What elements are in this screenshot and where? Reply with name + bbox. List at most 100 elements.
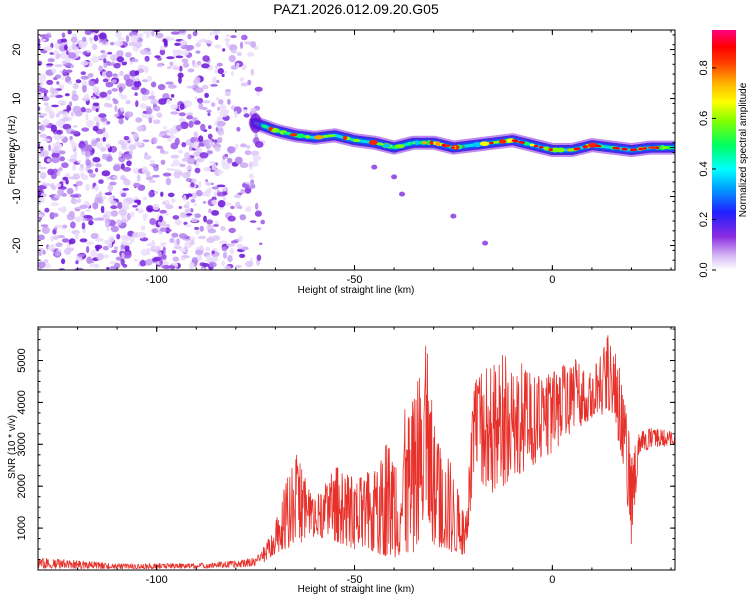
noise-blob <box>50 147 55 152</box>
noise-blob <box>120 235 129 240</box>
noise-blob <box>129 235 135 243</box>
noise-blob <box>254 86 263 92</box>
noise-blob <box>52 145 61 154</box>
noise-blob <box>85 241 94 245</box>
noise-blob <box>111 61 115 65</box>
noise-blob <box>209 261 217 268</box>
noise-blob <box>193 141 199 149</box>
noise-blob <box>231 71 234 77</box>
y-tick-label: -20 <box>11 238 23 254</box>
noise-blob <box>139 49 148 55</box>
noise-blob <box>399 191 405 197</box>
noise-blob <box>195 163 200 167</box>
noise-blob <box>194 203 198 207</box>
noise-blob <box>38 60 43 66</box>
noise-blob <box>217 128 225 136</box>
noise-blob <box>230 240 239 244</box>
noise-blob <box>38 44 41 51</box>
noise-blob <box>111 79 117 84</box>
noise-blob <box>113 62 121 69</box>
noise-blob <box>198 181 202 188</box>
noise-blob <box>151 228 157 234</box>
noise-blob <box>80 71 87 75</box>
signal-hotspot <box>322 134 331 138</box>
noise-blob <box>144 55 150 62</box>
noise-blob <box>67 52 77 59</box>
noise-blob <box>190 182 195 188</box>
signal-onset <box>249 113 262 134</box>
noise-blob <box>203 215 207 223</box>
noise-blob <box>142 31 151 35</box>
noise-blob <box>120 94 128 100</box>
noise-blob <box>194 167 201 174</box>
noise-blob <box>234 110 238 118</box>
snr-panel: -100 -50 0 1000 2000 3000 4000 5000 Height of … <box>7 326 676 595</box>
x-tick-label: 0 <box>549 274 555 286</box>
noise-blob <box>94 237 104 242</box>
noise-blob <box>159 209 168 214</box>
noise-blob <box>207 150 214 155</box>
noise-blob <box>105 221 109 226</box>
noise-blob <box>211 210 220 216</box>
noise-blob <box>142 139 150 143</box>
signal-hotspot <box>588 142 598 148</box>
noise-blob <box>102 127 106 133</box>
noise-blob <box>89 36 93 45</box>
noise-blob <box>80 60 89 66</box>
noise-blob <box>111 88 118 92</box>
noise-blob <box>254 210 262 217</box>
signal-hotspot <box>313 135 324 140</box>
noise-blob <box>62 69 67 77</box>
noise-blob <box>68 238 76 245</box>
noise-blob <box>158 98 167 105</box>
noise-blob <box>38 38 41 45</box>
noise-blob <box>53 92 59 96</box>
noise-blob <box>181 58 189 63</box>
noise-blob <box>250 107 257 114</box>
noise-blob <box>166 228 172 232</box>
noise-blob <box>74 267 84 270</box>
signal-hotspot <box>407 141 412 146</box>
noise-blob <box>38 161 42 168</box>
noise-blob <box>151 30 155 37</box>
noise-blob <box>118 86 123 93</box>
noise-blob <box>194 226 200 230</box>
noise-blob <box>208 208 212 214</box>
noise-blob <box>243 109 248 114</box>
noise-blob <box>41 226 50 234</box>
noise-blob <box>53 227 58 231</box>
noise-blob <box>92 125 99 132</box>
noise-blob <box>164 38 168 46</box>
signal-peak <box>595 144 600 148</box>
noise-blob <box>224 153 228 157</box>
noise-blob <box>197 97 203 104</box>
y-tick-label: 4000 <box>16 390 28 414</box>
noise-blob <box>219 110 229 118</box>
noise-blob <box>57 207 62 211</box>
noise-blob <box>170 198 176 204</box>
noise-blob <box>165 81 174 85</box>
noise-blob <box>215 65 219 69</box>
noise-blob <box>482 240 489 246</box>
noise-blob <box>198 235 206 240</box>
noise-blob <box>114 105 118 112</box>
noise-blob <box>117 201 123 209</box>
noise-blob <box>249 220 257 223</box>
noise-blob <box>39 172 47 180</box>
noise-blob <box>100 146 106 152</box>
noise-blob <box>450 213 457 219</box>
noise-blob <box>137 231 145 239</box>
noise-blob <box>70 194 79 198</box>
y-tick-label: 5000 <box>16 348 28 372</box>
noise-blob <box>212 224 219 227</box>
noise-blob <box>42 250 46 255</box>
noise-blob <box>204 92 210 98</box>
noise-blob <box>136 174 141 182</box>
signal-hotspot <box>394 144 405 149</box>
noise-blob <box>121 147 130 151</box>
noise-blob <box>38 196 45 204</box>
noise-blob <box>145 33 151 38</box>
noise-blob <box>114 40 124 47</box>
noise-blob <box>146 205 154 213</box>
noise-blob <box>72 164 76 171</box>
